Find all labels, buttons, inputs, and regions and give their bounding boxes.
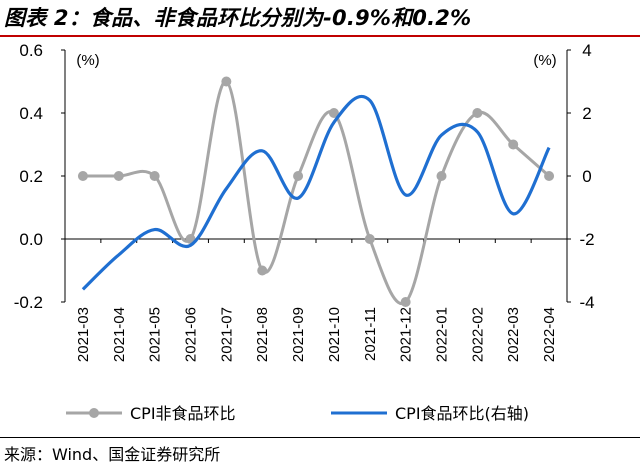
chart-axes: -0.2 0.0 0.2 0.4 0.6 -4 -2 0 2 4 2021-03 2021-04 202…: [14, 41, 595, 362]
x-tick-label: 2021-09: [290, 307, 307, 362]
nonfood-cpi-point: [257, 265, 268, 276]
nonfood-cpi-point: [544, 171, 555, 181]
x-tick-label: 2022-01: [434, 307, 451, 362]
right-tick-label: -4: [579, 293, 594, 312]
nonfood-cpi-point: [113, 171, 124, 181]
x-tick-label: 2022-02: [469, 307, 486, 362]
nonfood-cpi-point: [436, 171, 447, 181]
nonfood-cpi-point: [149, 171, 160, 181]
x-tick-label: 2021-11: [362, 307, 379, 361]
left-tick-label: 0.6: [19, 41, 43, 60]
nonfood-cpi-point: [328, 108, 339, 118]
x-tick-label: 2021-05: [147, 307, 164, 362]
right-tick-label: -2: [579, 230, 594, 249]
left-axis-unit: (%): [76, 52, 99, 69]
x-tick-label: 2022-03: [505, 307, 522, 362]
left-tick-label: 0.4: [19, 104, 43, 123]
x-tick-label: 2021-08: [254, 307, 271, 362]
chart-series: [77, 76, 555, 307]
nonfood-cpi-point: [508, 139, 519, 150]
nonfood-cpi-point: [221, 76, 232, 87]
source-note: 来源：Wind、国金证券研究所: [4, 445, 221, 464]
nonfood-cpi-point: [77, 171, 88, 181]
right-tick-label: 0: [582, 167, 591, 186]
right-axis-unit: (%): [533, 52, 556, 69]
nonfood-cpi-point: [293, 171, 304, 181]
nonfood-cpi-point: [364, 234, 375, 244]
legend-label-food: CPI食品环比(右轴): [395, 404, 529, 423]
right-tick-label: 2: [582, 104, 591, 123]
title-rule: [0, 35, 640, 37]
x-tick-label: 2021-03: [75, 307, 92, 362]
x-tick-label: 2021-07: [218, 307, 235, 362]
food-cpi-line: [81, 94, 551, 291]
nonfood-cpi-point: [400, 297, 411, 307]
x-tick-label: 2021-06: [183, 307, 200, 362]
x-tick-label: 2021-04: [111, 307, 128, 362]
nonfood-cpi-point: [472, 108, 483, 118]
left-tick-label: 0.2: [19, 167, 43, 186]
chart-title: 图表 2：食品、非食品环比分别为-0.9%和0.2%: [4, 6, 472, 30]
x-tick-label: 2022-04: [541, 307, 558, 362]
x-tick-label: 2021-12: [398, 307, 415, 362]
left-tick-label: 0.0: [19, 230, 43, 249]
x-tick-label: 2021-10: [326, 307, 343, 362]
right-tick-label: 4: [582, 41, 591, 60]
left-tick-label: -0.2: [14, 293, 43, 312]
chart-legend: CPI非食品环比 CPI食品环比(右轴): [66, 404, 529, 423]
legend-label-nonfood: CPI非食品环比: [130, 404, 236, 423]
legend-marker-nonfood: [89, 408, 99, 418]
source-rule: [0, 437, 640, 438]
